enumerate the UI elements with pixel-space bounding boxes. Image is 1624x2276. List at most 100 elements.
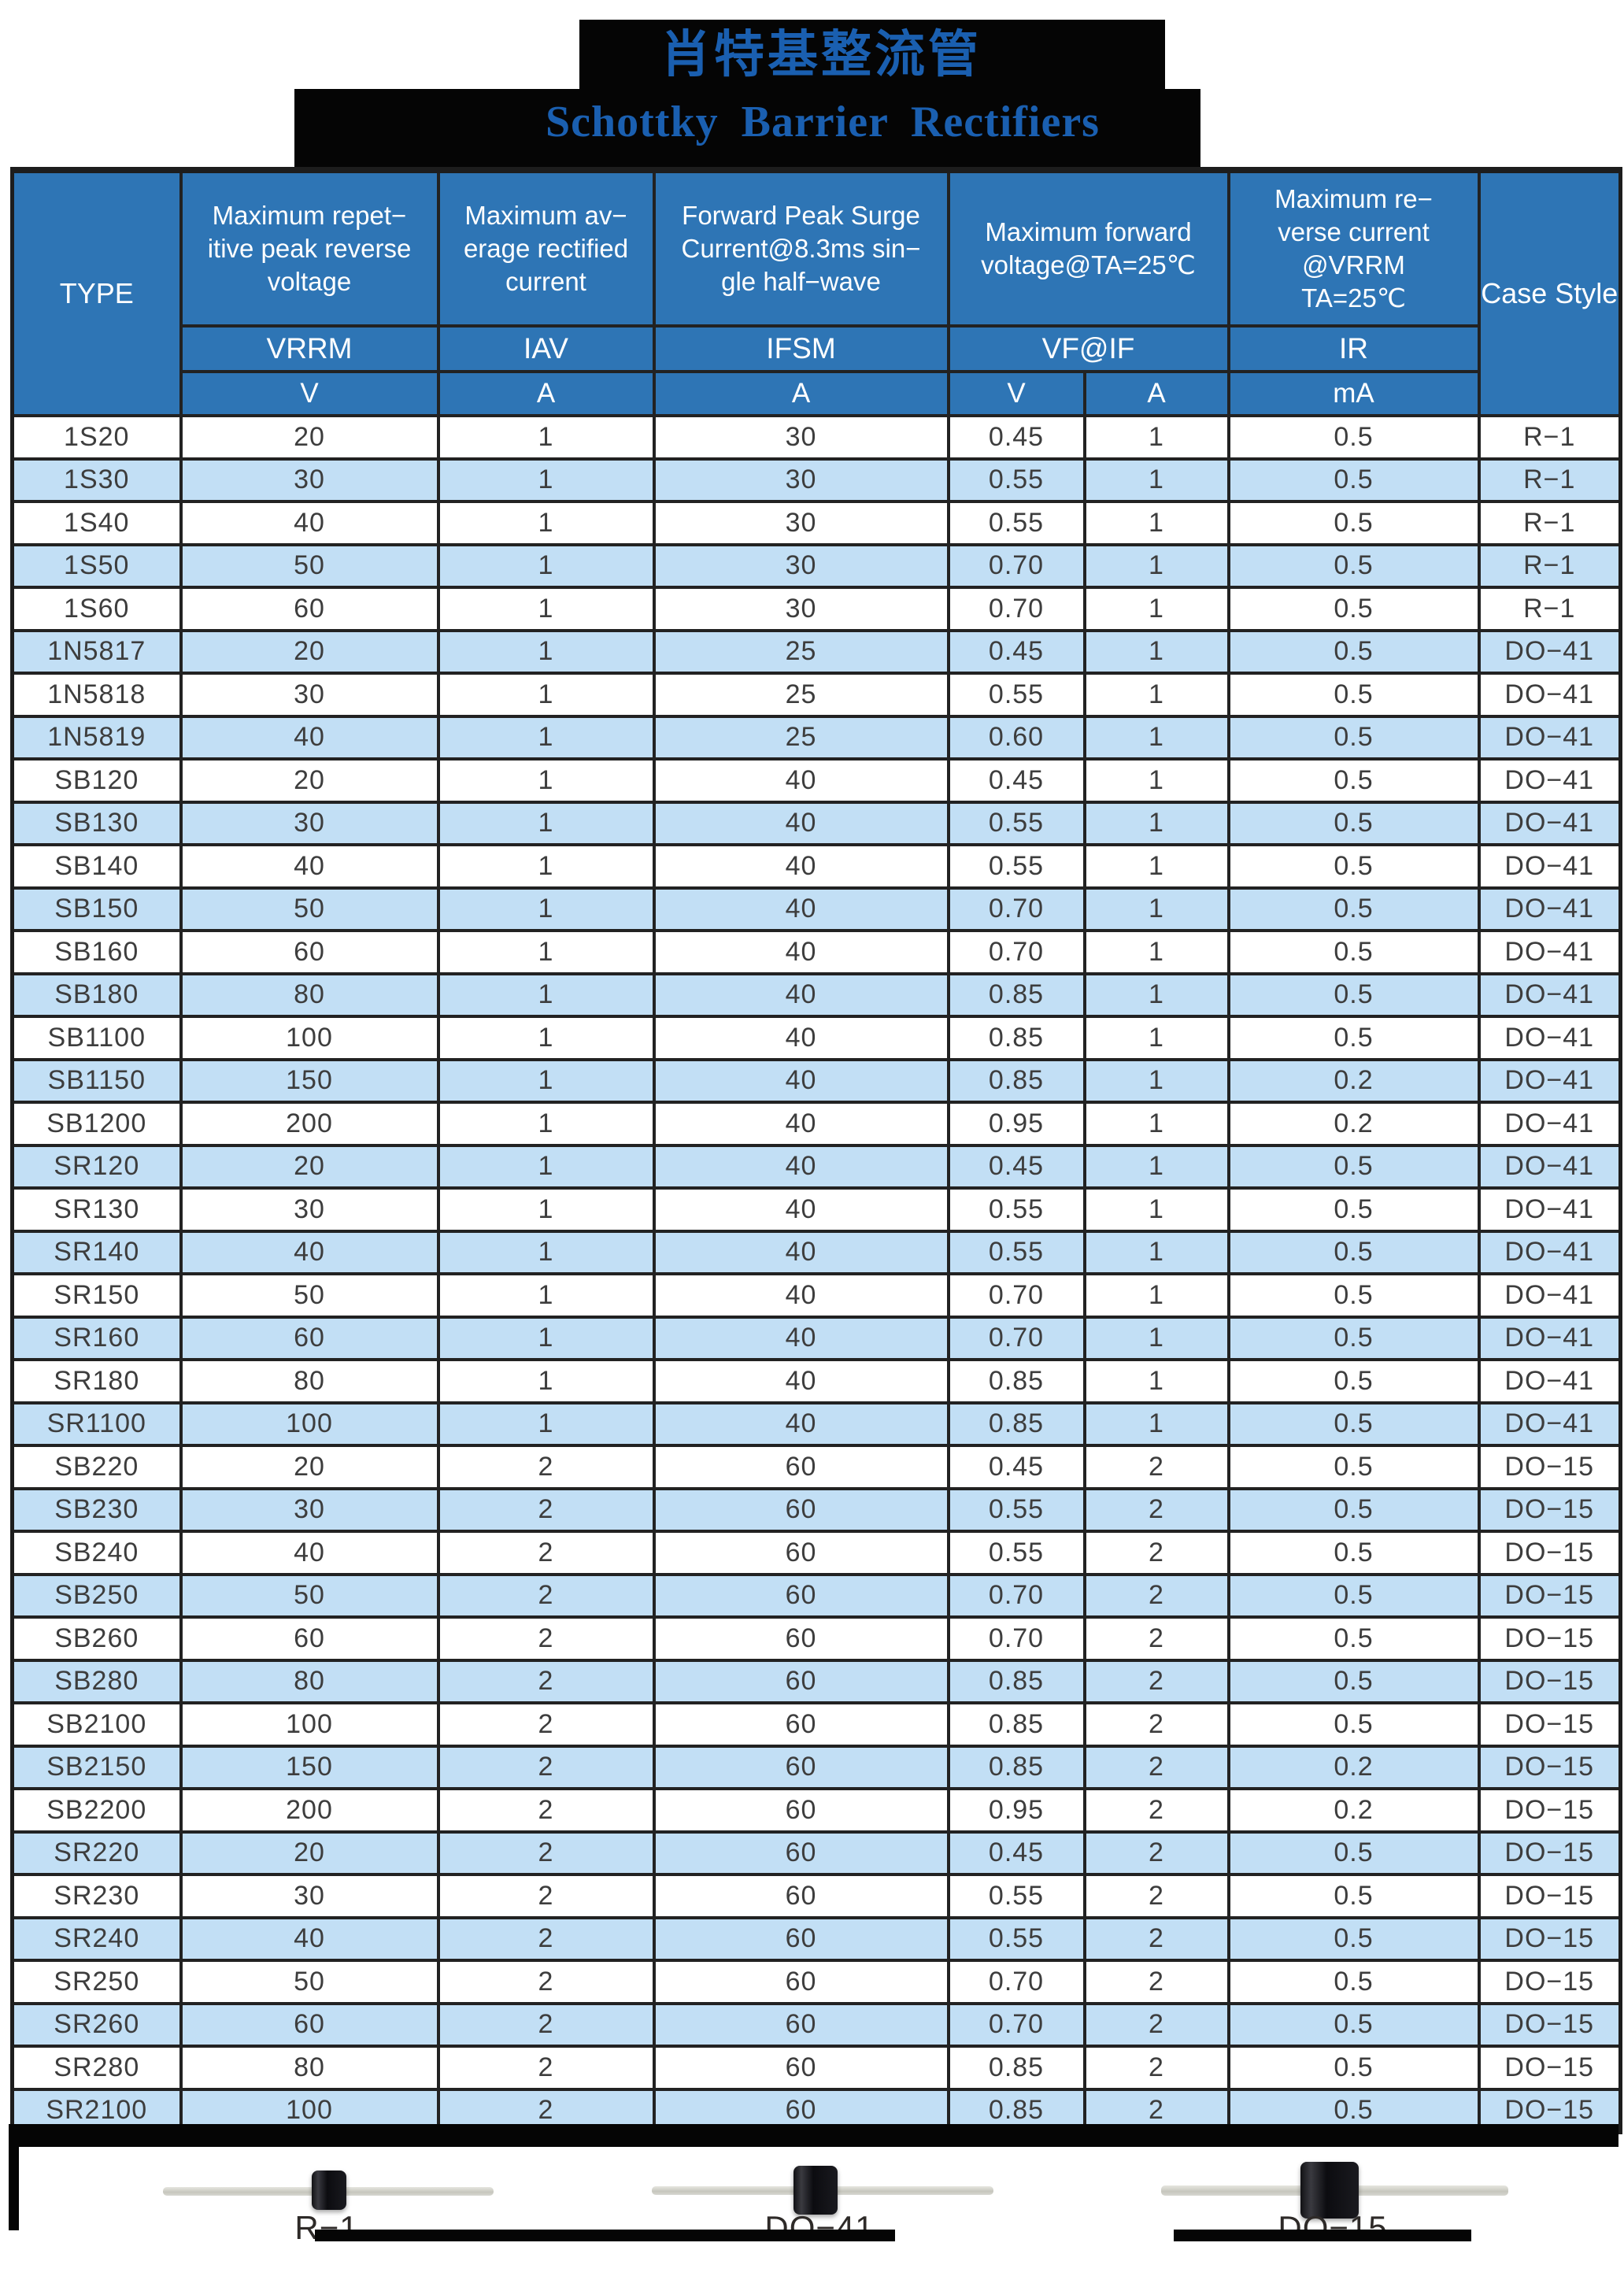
table-row: SR120 20 1 40 0.45 1 0.5 DO−41: [10, 1143, 1622, 1190]
cell-if_a: 1: [1082, 457, 1230, 503]
cell-ir_ma: 0.2: [1226, 1744, 1481, 1790]
cell-case_style: DO−15: [1477, 1486, 1622, 1533]
cell-if_a: 1: [1082, 843, 1230, 890]
cell-if_a: 1: [1082, 1143, 1230, 1190]
header-unit-ir: mA: [1226, 370, 1481, 417]
table-row: SR250 50 2 60 0.70 2 0.5 DO−15: [10, 1959, 1622, 2005]
table-row: SR220 20 2 60 0.45 2 0.5 DO−15: [10, 1830, 1622, 1876]
cell-ir_ma: 0.5: [1226, 1486, 1481, 1533]
cell-vf_v: 0.85: [946, 1057, 1086, 1104]
cell-vrrm_v: 60: [179, 929, 440, 975]
table-row: SR180 80 1 40 0.85 1 0.5 DO−41: [10, 1358, 1622, 1404]
cell-type: SR260: [10, 2001, 183, 2048]
cell-ir_ma: 0.5: [1226, 843, 1481, 890]
table-row: SB160 60 1 40 0.70 1 0.5 DO−41: [10, 929, 1622, 975]
cell-ir_ma: 0.5: [1226, 757, 1481, 804]
cell-vf_v: 0.45: [946, 414, 1086, 461]
cell-iav_a: 2: [436, 1530, 656, 1576]
cell-iav_a: 1: [436, 672, 656, 718]
cell-type: SR140: [10, 1229, 183, 1275]
cell-iav_a: 2: [436, 1658, 656, 1704]
cell-type: SB1200: [10, 1101, 183, 1147]
cell-ifsm_a: 60: [652, 1572, 950, 1619]
cell-case_style: DO−41: [1477, 757, 1622, 804]
cell-type: SB220: [10, 1444, 183, 1490]
cell-if_a: 2: [1082, 1658, 1230, 1704]
label-underline-bar: [1174, 2230, 1471, 2241]
cell-vrrm_v: 40: [179, 1915, 440, 1962]
cell-type: SB260: [10, 1615, 183, 1662]
cell-vf_v: 0.55: [946, 1486, 1086, 1533]
cell-vf_v: 0.70: [946, 1272, 1086, 1319]
cell-ir_ma: 0.5: [1226, 672, 1481, 718]
cell-ir_ma: 0.5: [1226, 886, 1481, 932]
cell-vf_v: 0.70: [946, 1959, 1086, 2005]
cell-ifsm_a: 30: [652, 586, 950, 632]
cell-ifsm_a: 40: [652, 971, 950, 1018]
cell-ifsm_a: 60: [652, 1615, 950, 1662]
left-edge-rule: [9, 2147, 19, 2230]
cell-type: SB250: [10, 1572, 183, 1619]
cell-vf_v: 0.55: [946, 672, 1086, 718]
header-desc-vrrm: Maximum repet− itive peak reverse voltag…: [179, 168, 440, 328]
table-row: 1S50 50 1 30 0.70 1 0.5 R−1: [10, 542, 1622, 589]
cell-type: SR160: [10, 1315, 183, 1361]
cell-ifsm_a: 60: [652, 1830, 950, 1876]
cell-iav_a: 1: [436, 757, 656, 804]
cell-case_style: DO−41: [1477, 1057, 1622, 1104]
cell-case_style: R−1: [1477, 457, 1622, 503]
header-desc-ir: Maximum re− verse current @VRRM TA=25℃: [1226, 168, 1481, 328]
cell-if_a: 2: [1082, 1915, 1230, 1962]
cell-ir_ma: 0.5: [1226, 1959, 1481, 2005]
cell-ifsm_a: 40: [652, 1015, 950, 1061]
cell-vf_v: 0.55: [946, 1915, 1086, 1962]
cell-if_a: 1: [1082, 1015, 1230, 1061]
cell-ifsm_a: 40: [652, 757, 950, 804]
cell-ir_ma: 0.5: [1226, 414, 1481, 461]
cell-ir_ma: 0.5: [1226, 800, 1481, 846]
table-row: SB250 50 2 60 0.70 2 0.5 DO−15: [10, 1572, 1622, 1619]
cell-case_style: DO−15: [1477, 1873, 1622, 1919]
cell-type: SB1100: [10, 1015, 183, 1061]
table-row: SR260 60 2 60 0.70 2 0.5 DO−15: [10, 2001, 1622, 2048]
cell-if_a: 2: [1082, 1830, 1230, 1876]
cell-case_style: DO−15: [1477, 1615, 1622, 1662]
cell-if_a: 2: [1082, 1787, 1230, 1834]
cell-type: SR130: [10, 1186, 183, 1233]
cell-iav_a: 1: [436, 886, 656, 932]
table-row: SR140 40 1 40 0.55 1 0.5 DO−41: [10, 1229, 1622, 1275]
cell-iav_a: 1: [436, 542, 656, 589]
header-unit-if: A: [1082, 370, 1230, 417]
cell-iav_a: 1: [436, 628, 656, 675]
cell-ir_ma: 0.2: [1226, 1787, 1481, 1834]
cell-case_style: DO−41: [1477, 929, 1622, 975]
cell-vf_v: 0.55: [946, 500, 1086, 546]
cell-type: SB150: [10, 886, 183, 932]
cell-iav_a: 1: [436, 1229, 656, 1275]
cell-if_a: 1: [1082, 929, 1230, 975]
cell-ir_ma: 0.5: [1226, 1530, 1481, 1576]
table-row: SB140 40 1 40 0.55 1 0.5 DO−41: [10, 843, 1622, 890]
cell-type: 1N5817: [10, 628, 183, 675]
cell-ir_ma: 0.5: [1226, 1315, 1481, 1361]
cell-case_style: DO−41: [1477, 672, 1622, 718]
cell-ifsm_a: 60: [652, 1915, 950, 1962]
cell-vrrm_v: 100: [179, 1701, 440, 1748]
cell-vf_v: 0.55: [946, 1186, 1086, 1233]
cell-if_a: 1: [1082, 500, 1230, 546]
cell-iav_a: 1: [436, 586, 656, 632]
cell-vf_v: 0.55: [946, 457, 1086, 503]
cell-ir_ma: 0.5: [1226, 1186, 1481, 1233]
cell-vrrm_v: 20: [179, 628, 440, 675]
cell-type: SB230: [10, 1486, 183, 1533]
table-row: 1S40 40 1 30 0.55 1 0.5 R−1: [10, 500, 1622, 546]
cell-vrrm_v: 200: [179, 1101, 440, 1147]
cell-case_style: DO−41: [1477, 800, 1622, 846]
title-banner-bottom: [294, 89, 1200, 168]
cell-vf_v: 0.45: [946, 1830, 1086, 1876]
table-row: SB120 20 1 40 0.45 1 0.5 DO−41: [10, 757, 1622, 804]
cell-vrrm_v: 50: [179, 1572, 440, 1619]
cell-ifsm_a: 60: [652, 1873, 950, 1919]
cell-vrrm_v: 50: [179, 886, 440, 932]
cell-iav_a: 2: [436, 1701, 656, 1748]
